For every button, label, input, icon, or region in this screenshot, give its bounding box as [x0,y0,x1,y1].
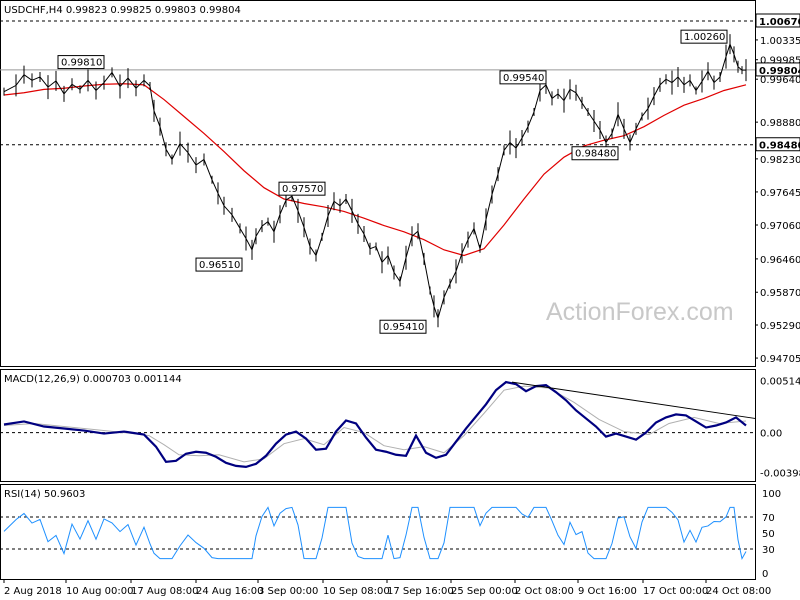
watermark: ActionForex.com [546,298,734,326]
moving-average-layer [3,83,747,257]
macd-panel [0,369,756,482]
annotation-box [680,29,728,44]
annotation-box [278,181,326,196]
time-axis-tick: 17 Aug 08:00 [131,586,198,597]
time-axis-tick: 24 Oct 08:00 [706,586,771,597]
price-axis-tick: 0.99985 [760,56,800,67]
price-layer [3,34,747,328]
price-axis-tick: 0.95870 [760,288,800,299]
rsi-panel [0,484,756,580]
time-axis-tick: 10 Aug 00:00 [66,586,133,597]
annotation-label: 0.99810 [61,58,102,69]
price-axis-tick: 0.94705 [760,354,800,365]
rsi-axis-tick: 0 [762,569,768,580]
time-axis-tick: 10 Sep 08:00 [323,586,390,597]
annotation-label: 1.00260 [684,32,725,43]
annotation-box [57,55,105,70]
price-axis-tick: 1.00335 [760,36,800,47]
annotation-label: 0.99540 [503,73,544,84]
price-axis-tick: 0.97645 [760,188,800,199]
time-axis-tick: 2 Oct 08:00 [515,586,574,597]
time-axis-tick: 25 Sep 00:00 [451,586,518,597]
price-tag-box [755,13,800,28]
time-axis-tick: 3 Sep 00:00 [258,586,318,597]
rsi-layer: 100 70 50 30 0 [0,489,781,580]
rsi-label: RSI(14) 50.9603 [4,489,85,500]
annotation-box [379,319,427,334]
price-axis-tick: 0.98230 [760,155,800,166]
macd-label: MACD(12,26,9) 0.000703 0.001144 [4,374,182,385]
moving-average-line [3,83,747,257]
annotation-label: 0.95410 [383,322,424,333]
rsi-line [3,506,747,561]
rsi-axis-tick: 70 [762,513,775,524]
annotation-label: 0.96510 [199,260,240,271]
time-axis-tick: 24 Aug 16:00 [196,586,263,597]
price-tag-box [755,62,800,77]
chart-header: USDCHF,H4 0.99823 0.99825 0.99803 0.9980… [4,5,241,16]
price-axis-tick: 0.98880 [760,118,800,129]
price-tag-label: 1.00670 [759,17,800,28]
time-axis-tick: 9 Oct 16:00 [578,586,637,597]
price-axis-tick: 0.99640 [760,75,800,86]
macd-signal-line [3,385,747,463]
price-tag-label: 0.98480 [759,141,800,152]
time-axis-tick: 17 Sep 16:00 [387,586,454,597]
macd-trendline [511,381,756,419]
macd-main-line [3,380,747,469]
price-axis-tick: 0.96460 [760,255,800,266]
rsi-axis-tick: 100 [762,489,781,500]
annotations-layer: 0.99810 0.96510 0.97570 0.95410 0.99540 0.984… [57,29,728,334]
price-tag-label: 0.99804 [759,66,800,77]
time-axis-tick: 2 Aug 2018 [4,586,62,597]
annotation-box [571,146,619,161]
price-tag-box [755,137,800,152]
rsi-axis-tick: 30 [762,545,775,556]
axis-layer: 1.00335 0.99985 0.99640 0.98880 0.98230 0.976… [3,13,800,597]
price-axis-tick: 0.95290 [760,321,800,332]
annotation-box [195,257,243,272]
main-panel [0,0,756,367]
rsi-axis-tick: 50 [762,529,775,540]
macd-axis-tick: -0.00398 [760,469,800,480]
annotation-label: 0.97570 [282,184,323,195]
price-axis-tick: 0.97060 [760,221,800,232]
macd-layer: 0.00514 0.00 -0.00398 [0,377,800,480]
annotation-label: 0.98480 [575,149,616,160]
macd-axis-tick: 0.00 [760,429,782,440]
annotation-box [499,70,547,85]
reference-lines [0,20,755,146]
macd-axis-tick: 0.00514 [760,377,800,388]
time-axis-tick: 17 Oct 00:00 [643,586,708,597]
